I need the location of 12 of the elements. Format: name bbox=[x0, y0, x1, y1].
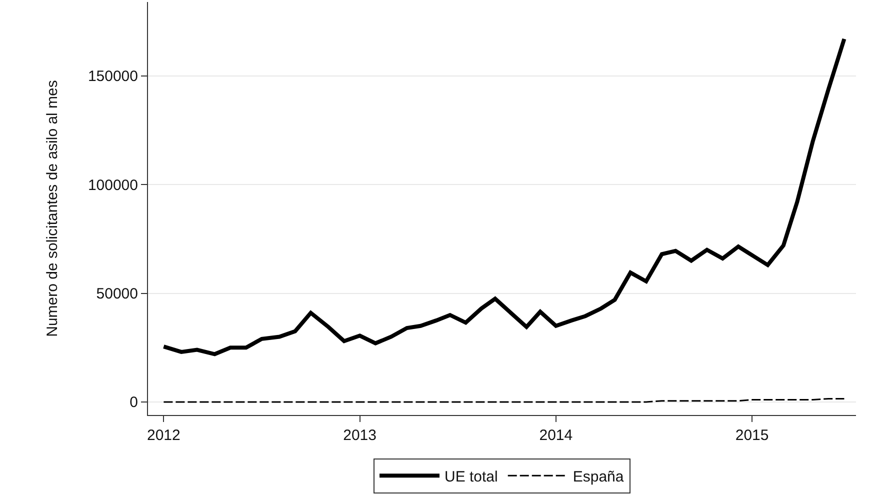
line-series bbox=[162, 36, 846, 356]
x-tick-label: 2012 bbox=[147, 427, 180, 444]
legend-label: UE total bbox=[444, 468, 498, 486]
y-tick-label: 100000 bbox=[88, 176, 138, 194]
x-tick-label: 2015 bbox=[735, 427, 769, 444]
y-tick-label: 50000 bbox=[96, 286, 138, 303]
x-tick-label: 2014 bbox=[539, 427, 573, 444]
x-tick-label: 2013 bbox=[343, 427, 376, 444]
y-tick-label: 150000 bbox=[88, 68, 138, 86]
y-tick-label: 0 bbox=[130, 394, 138, 412]
legend-label: España bbox=[572, 468, 624, 486]
y-axis-title: Numero de solicitantes de asilo al mes bbox=[44, 80, 62, 337]
